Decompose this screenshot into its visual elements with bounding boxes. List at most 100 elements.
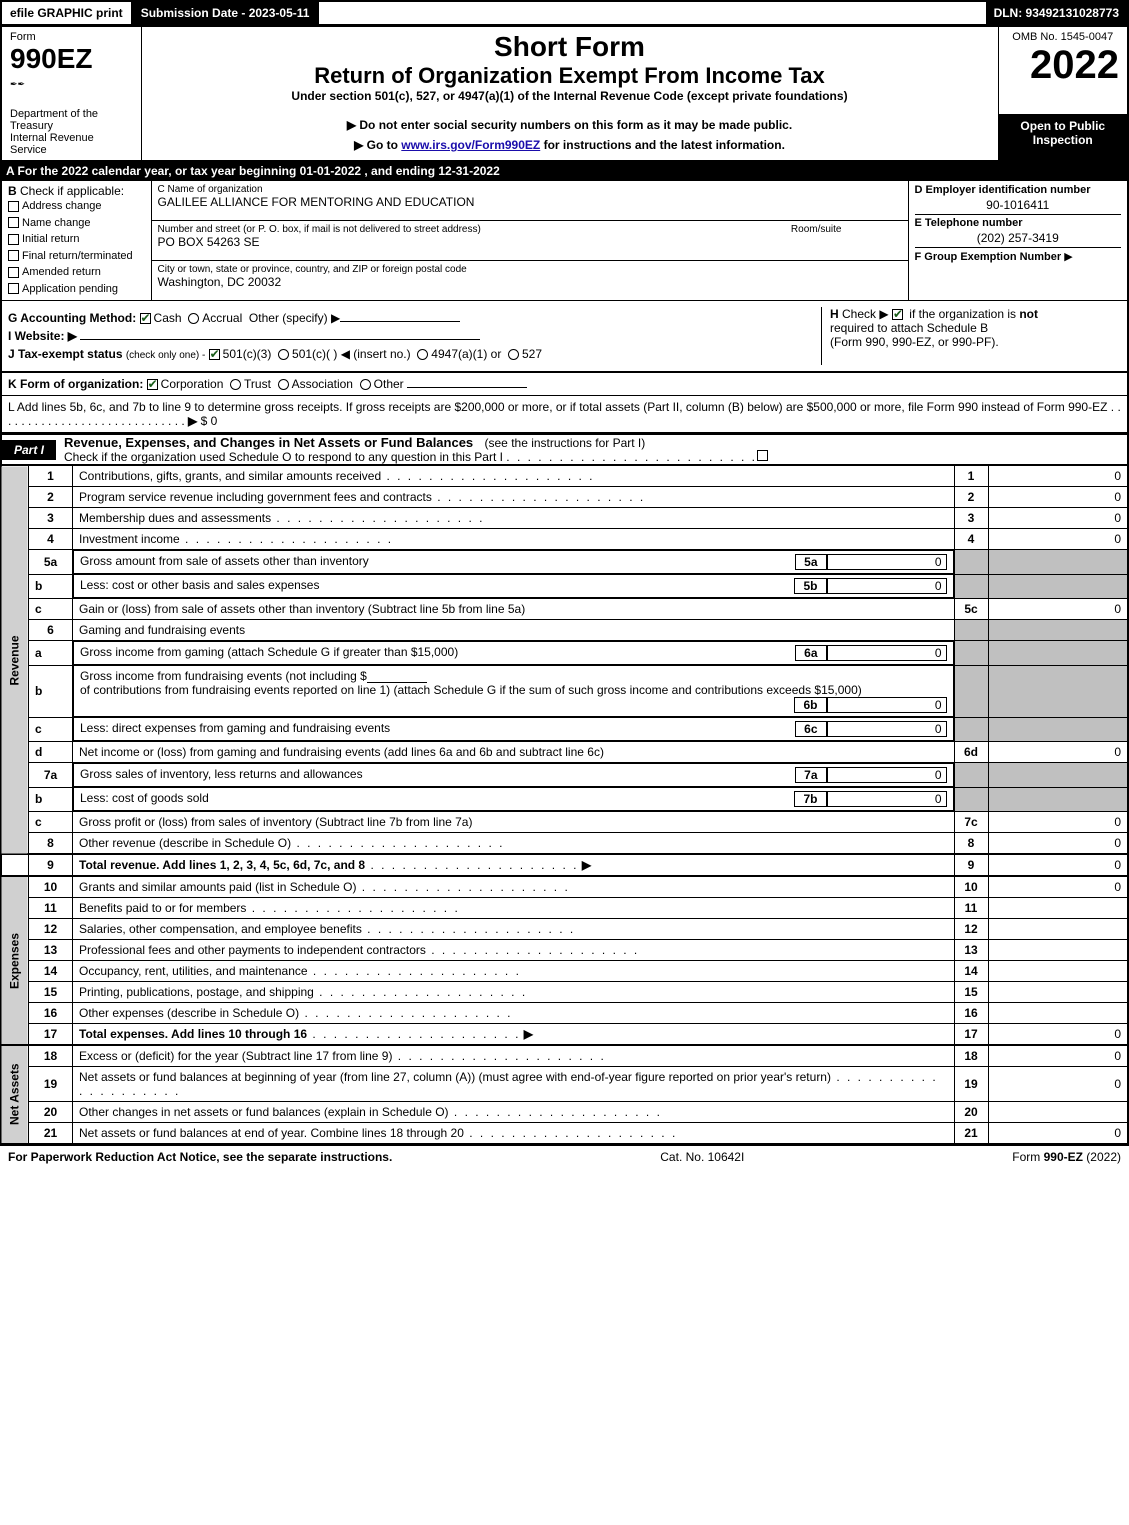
line-7c-value: 0 <box>988 812 1128 833</box>
dln-number: DLN: 93492131028773 <box>986 2 1127 24</box>
chk-corp[interactable] <box>147 379 158 390</box>
line-6a-value: 0 <box>827 645 947 661</box>
short-form-title: Short Form <box>150 31 990 63</box>
chk-schedule-o[interactable] <box>757 450 768 461</box>
city-label: City or town, state or province, country… <box>158 264 902 275</box>
efile-print-button[interactable]: efile GRAPHIC print <box>2 2 133 24</box>
open-public-badge: Open to Public Inspection <box>998 114 1128 161</box>
entity-info-grid: B Check if applicable: Address change Na… <box>0 180 1129 301</box>
tax-year: 2022 <box>1007 43 1120 88</box>
goto-instruction: ▶ Go to www.irs.gov/Form990EZ for instru… <box>150 138 990 152</box>
line-18-text: Excess or (deficit) for the year (Subtra… <box>79 1049 392 1063</box>
line-6b-value: 0 <box>827 697 947 713</box>
irs-label: Internal Revenue Service <box>10 132 133 156</box>
row-a-tax-year: A For the 2022 calendar year, or tax yea… <box>0 162 1129 180</box>
line-4-value: 0 <box>988 529 1128 550</box>
page-footer: For Paperwork Reduction Act Notice, see … <box>0 1145 1129 1168</box>
line-12-value <box>988 919 1128 940</box>
line-11-value <box>988 898 1128 919</box>
line-8-text: Other revenue (describe in Schedule O) <box>79 836 291 850</box>
street-address: PO BOX 54263 SE <box>158 235 902 249</box>
ein-value: 90-1016411 <box>915 198 1122 212</box>
line-3-value: 0 <box>988 508 1128 529</box>
part-1-check-line: Check if the organization used Schedule … <box>64 450 503 464</box>
line-3-text: Membership dues and assessments <box>79 511 271 525</box>
chk-501c3[interactable] <box>209 349 220 360</box>
box-d-label: D Employer identification number <box>915 184 1122 196</box>
chk-other-org[interactable] <box>360 379 371 390</box>
chk-accrual[interactable] <box>188 313 199 324</box>
line-5a-value: 0 <box>827 554 947 570</box>
chk-527[interactable] <box>508 349 519 360</box>
chk-name-change[interactable] <box>8 217 19 228</box>
line-7b-text: Less: cost of goods sold <box>80 791 794 807</box>
chk-trust[interactable] <box>230 379 241 390</box>
line-19-text: Net assets or fund balances at beginning… <box>79 1070 831 1084</box>
line-8-value: 0 <box>988 833 1128 855</box>
part-1-header: Part I Revenue, Expenses, and Changes in… <box>0 434 1129 465</box>
irs-link[interactable]: www.irs.gov/Form990EZ <box>401 138 540 152</box>
org-name: GALILEE ALLIANCE FOR MENTORING AND EDUCA… <box>158 195 902 209</box>
city-state-zip: Washington, DC 20032 <box>158 275 902 289</box>
sec-g-label: G Accounting Method: <box>8 311 136 325</box>
line-7b-value: 0 <box>827 791 947 807</box>
addr-label: Number and street (or P. O. box, if mail… <box>158 224 481 235</box>
chk-501c[interactable] <box>278 349 289 360</box>
room-label: Room/suite <box>791 224 902 235</box>
box-c-label: C Name of organization <box>158 184 902 195</box>
subtitle: Under section 501(c), 527, or 4947(a)(1)… <box>150 89 990 103</box>
form-header: Form 990EZ ✒✒ Department of the Treasury… <box>0 26 1129 162</box>
footer-cat-no: Cat. No. 10642I <box>660 1150 744 1164</box>
chk-final-return[interactable] <box>8 250 19 261</box>
expenses-side-tab: Expenses <box>1 876 29 1045</box>
line-6c-text: Less: direct expenses from gaming and fu… <box>80 721 795 737</box>
chk-schedule-b[interactable] <box>892 309 903 320</box>
line-6a-text: Gross income from gaming (attach Schedul… <box>80 645 795 661</box>
phone-value: (202) 257-3419 <box>915 231 1122 245</box>
box-e-label: E Telephone number <box>915 214 1122 229</box>
line-17-text: Total expenses. Add lines 10 through 16 <box>79 1027 307 1041</box>
line-15-value <box>988 982 1128 1003</box>
chk-assoc[interactable] <box>278 379 289 390</box>
sec-j-label: J Tax-exempt status <box>8 347 123 361</box>
line-6b-text1: Gross income from fundraising events (no… <box>80 669 367 683</box>
line-17-value: 0 <box>988 1024 1128 1046</box>
line-7a-value: 0 <box>827 767 947 783</box>
part-1-badge: Part I <box>2 440 56 460</box>
sec-h-label: H <box>830 307 839 321</box>
sec-k-label: K Form of organization: <box>8 377 143 391</box>
line-14-text: Occupancy, rent, utilities, and maintena… <box>79 964 308 978</box>
sec-h-line2: required to attach Schedule B <box>830 321 1121 335</box>
line-13-value <box>988 940 1128 961</box>
submission-date: Submission Date - 2023-05-11 <box>133 2 320 24</box>
net-assets-side-tab: Net Assets <box>1 1045 29 1144</box>
part-1-table: Revenue 1 Contributions, gifts, grants, … <box>0 465 1129 1145</box>
line-7c-text: Gross profit or (loss) from sales of inv… <box>73 812 955 833</box>
chk-address-change[interactable] <box>8 201 19 212</box>
sec-i-label: I Website: ▶ <box>8 329 77 343</box>
line-15-text: Printing, publications, postage, and shi… <box>79 985 314 999</box>
line-13-text: Professional fees and other payments to … <box>79 943 426 957</box>
part-1-sub: (see the instructions for Part I) <box>477 436 646 450</box>
chk-4947[interactable] <box>417 349 428 360</box>
line-4-text: Investment income <box>79 532 180 546</box>
top-bar: efile GRAPHIC print Submission Date - 20… <box>0 0 1129 26</box>
chk-app-pending[interactable] <box>8 283 19 294</box>
line-2-value: 0 <box>988 487 1128 508</box>
line-1-value: 0 <box>988 466 1128 487</box>
section-k: K Form of organization: Corporation Trus… <box>0 372 1129 396</box>
line-6b-text2: of contributions from fundraising events… <box>80 683 947 697</box>
chk-amended[interactable] <box>8 267 19 278</box>
chk-cash[interactable] <box>140 313 151 324</box>
line-5b-value: 0 <box>827 578 947 594</box>
section-g-through-j: G Accounting Method: Cash Accrual Other … <box>0 301 1129 372</box>
line-20-text: Other changes in net assets or fund bala… <box>79 1105 449 1119</box>
line-10-value: 0 <box>988 876 1128 898</box>
gross-receipts-amount: $ 0 <box>201 414 218 428</box>
chk-initial-return[interactable] <box>8 234 19 245</box>
line-16-text: Other expenses (describe in Schedule O) <box>79 1006 299 1020</box>
revenue-side-tab: Revenue <box>1 466 29 855</box>
omb-number: OMB No. 1545-0047 <box>1007 31 1120 43</box>
line-5a-text: Gross amount from sale of assets other t… <box>80 554 795 570</box>
box-b-checklist: Address change Name change Initial retur… <box>8 198 145 297</box>
